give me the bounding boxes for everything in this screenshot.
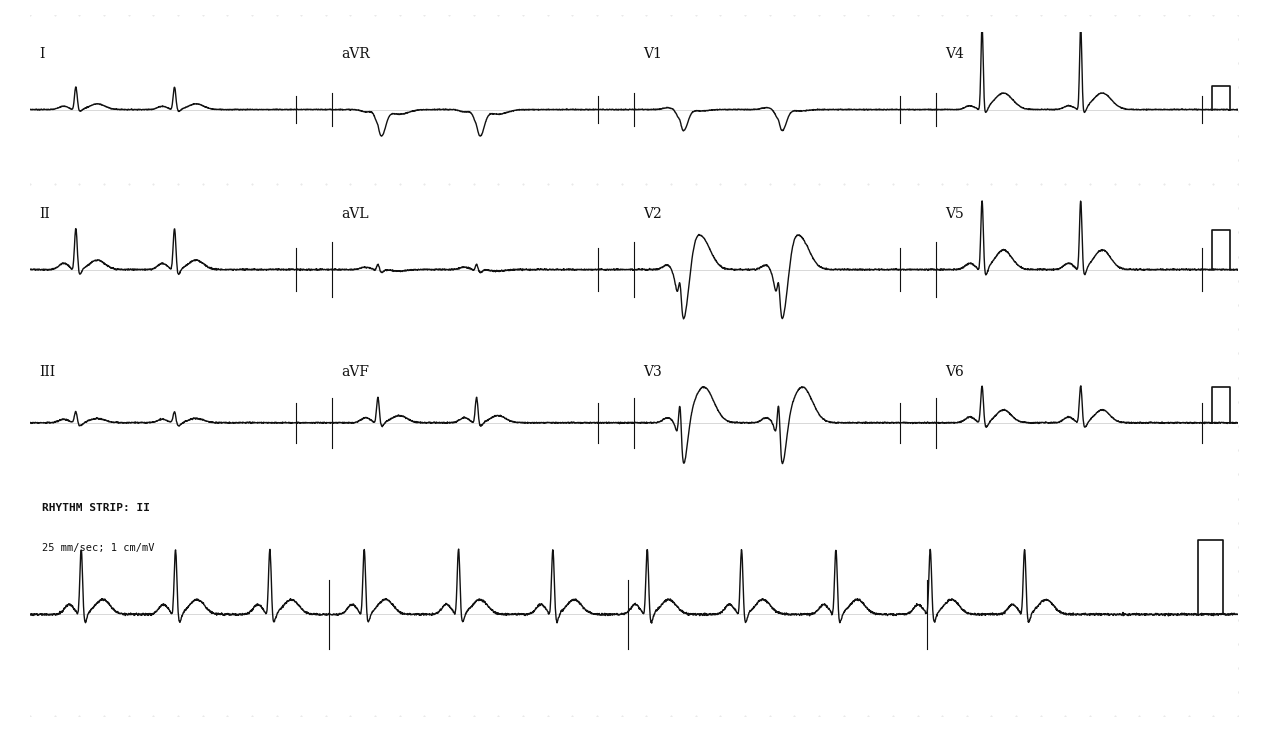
Text: aVF: aVF	[341, 366, 369, 379]
Text: V6: V6	[945, 366, 964, 379]
Text: V2: V2	[643, 207, 662, 221]
Text: RHYTHM STRIP: II: RHYTHM STRIP: II	[42, 504, 150, 513]
Text: III: III	[39, 366, 56, 379]
Text: V5: V5	[945, 207, 964, 221]
Text: V4: V4	[945, 47, 964, 61]
Text: V3: V3	[643, 366, 662, 379]
Text: I: I	[39, 47, 44, 61]
Text: aVL: aVL	[341, 207, 369, 221]
Text: II: II	[39, 207, 49, 221]
Text: V1: V1	[643, 47, 662, 61]
Text: 25 mm/sec; 1 cm/mV: 25 mm/sec; 1 cm/mV	[42, 543, 155, 553]
Text: aVR: aVR	[341, 47, 370, 61]
